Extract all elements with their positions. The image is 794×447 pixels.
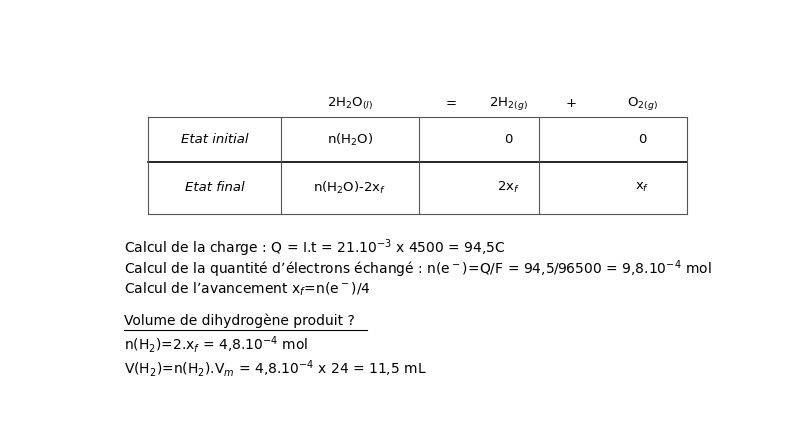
Text: Volume de dihydrogène produit ?: Volume de dihydrogène produit ? <box>124 313 355 328</box>
Text: Calcul de la charge : Q = I.t = 21.10$^{-3}$ x 4500 = 94,5C: Calcul de la charge : Q = I.t = 21.10$^{… <box>124 237 506 259</box>
Text: x$_f$: x$_f$ <box>635 181 649 194</box>
Text: O$_2$$_{(g)}$: O$_2$$_{(g)}$ <box>626 95 658 112</box>
Text: V(H$_2$)=n(H$_2$).V$_m$ = 4,8.10$^{-4}$ x 24 = 11,5 mL: V(H$_2$)=n(H$_2$).V$_m$ = 4,8.10$^{-4}$ … <box>124 358 426 379</box>
Text: n(H$_2$O)-2x$_f$: n(H$_2$O)-2x$_f$ <box>314 180 387 196</box>
Text: 0: 0 <box>504 133 513 146</box>
Text: 2H$_2$$_{(g)}$: 2H$_2$$_{(g)}$ <box>489 95 528 112</box>
Text: 2x$_f$: 2x$_f$ <box>497 180 520 195</box>
Text: Etat initial: Etat initial <box>181 133 249 146</box>
Text: 2H$_2$O$_{(l)}$: 2H$_2$O$_{(l)}$ <box>327 95 373 112</box>
Text: Calcul de la quantité d’électrons échangé : n(e$^-$)=Q/F = 94,5/96500 = 9,8.10$^: Calcul de la quantité d’électrons échang… <box>124 258 711 279</box>
Text: Etat final: Etat final <box>185 181 245 194</box>
Text: Calcul de l’avancement x$_f$=n(e$^-$)/4: Calcul de l’avancement x$_f$=n(e$^-$)/4 <box>124 281 371 298</box>
Text: +: + <box>566 97 577 110</box>
Text: n(H$_2$)=2.x$_f$ = 4,8.10$^{-4}$ mol: n(H$_2$)=2.x$_f$ = 4,8.10$^{-4}$ mol <box>124 334 308 355</box>
Text: n(H$_2$O): n(H$_2$O) <box>327 131 373 148</box>
Text: =: = <box>446 97 457 110</box>
Text: 0: 0 <box>638 133 646 146</box>
